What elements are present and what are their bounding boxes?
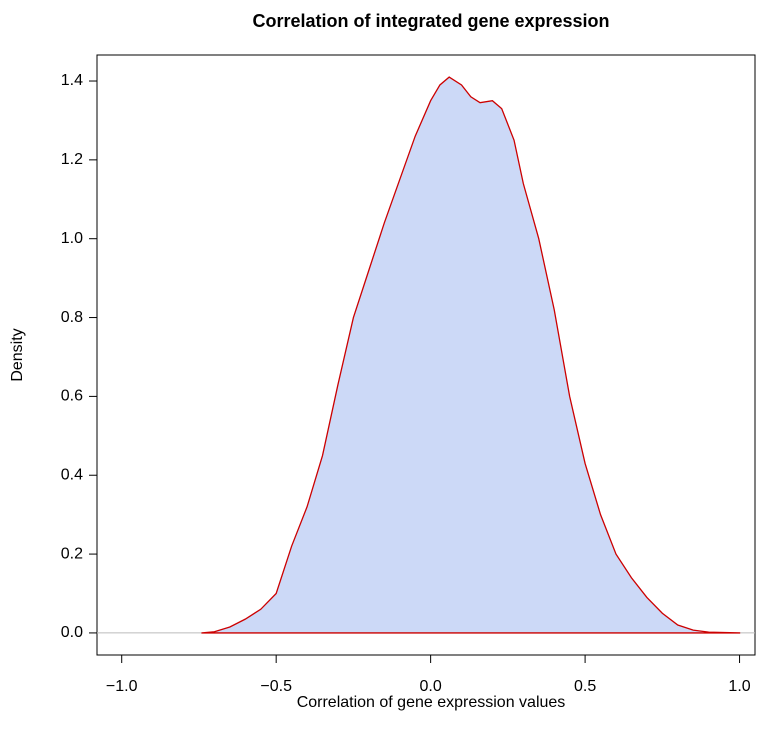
density-line bbox=[201, 76, 741, 634]
x-tick-label: 1.0 bbox=[728, 678, 750, 695]
x-tick-label: 0.5 bbox=[574, 678, 596, 695]
x-axis-label: Correlation of gene expression values bbox=[297, 694, 566, 711]
y-tick-label: 1.0 bbox=[61, 230, 83, 247]
x-tick-label: −1.0 bbox=[106, 678, 138, 695]
y-tick-label: 0.0 bbox=[61, 624, 83, 641]
density-area bbox=[202, 77, 740, 633]
y-tick-label: 0.8 bbox=[61, 309, 83, 326]
plot-frame bbox=[96, 54, 756, 656]
y-axis-label: Density bbox=[9, 328, 26, 381]
chart-title: Correlation of integrated gene expressio… bbox=[252, 11, 609, 31]
y-tick-label: 0.4 bbox=[61, 466, 83, 483]
x-tick-label: 0.0 bbox=[420, 678, 442, 695]
y-tick-label: 0.2 bbox=[61, 545, 83, 562]
x-tick-label: −0.5 bbox=[260, 678, 292, 695]
y-tick-label: 1.2 bbox=[61, 151, 83, 168]
y-tick-label: 1.4 bbox=[61, 72, 83, 89]
y-tick-label: 0.6 bbox=[61, 388, 83, 405]
